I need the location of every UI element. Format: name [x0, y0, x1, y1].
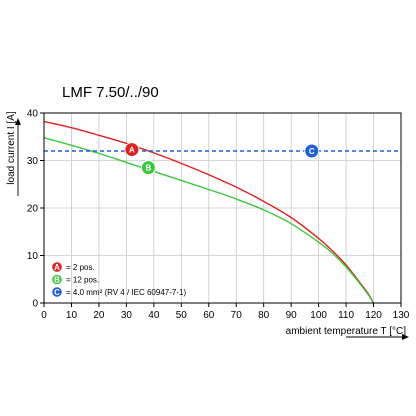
- x-axis-arrow: [346, 334, 409, 340]
- badge-c: C: [304, 143, 320, 159]
- x-tick-label: 70: [231, 310, 243, 321]
- y-tick-label: 30: [27, 156, 39, 167]
- legend-item: C = 4.0 mm² (RV 4 / IEC 60947-7-1): [51, 286, 186, 298]
- x-tick-label: 50: [176, 310, 188, 321]
- legend-badge-b-letter: B: [54, 275, 60, 284]
- series-line-a: [43, 120, 375, 304]
- curves: [43, 120, 401, 304]
- legend-badge-a-letter: A: [54, 263, 60, 272]
- badge-b: B: [140, 160, 156, 176]
- badge-a: A: [124, 142, 140, 158]
- badge-c-letter: C: [309, 147, 315, 156]
- x-tick-label: 40: [148, 310, 160, 321]
- badge-a-circle: [124, 142, 140, 158]
- chart-title: LMF 7.50/../90: [62, 84, 159, 101]
- curve-badges: A B C: [124, 142, 320, 176]
- x-tick-label: 10: [66, 310, 78, 321]
- legend-badge-c-letter: C: [54, 288, 60, 297]
- x-axis-label: ambient temperature T [°C]: [286, 326, 407, 337]
- x-tick-label: 20: [93, 310, 105, 321]
- legend-label: = 12 pos.: [66, 276, 99, 285]
- x-tick-label: 60: [203, 310, 215, 321]
- y-tick-label: 0: [32, 299, 38, 310]
- y-tick-label: 40: [27, 109, 39, 120]
- x-tick-label: 80: [258, 310, 270, 321]
- grid: [44, 113, 401, 303]
- legend-item: A = 2 pos.: [51, 261, 95, 273]
- legend-label: = 2 pos.: [66, 263, 95, 272]
- legend-badge-c-circle: [51, 286, 63, 298]
- badge-c-circle: [304, 143, 320, 159]
- y-axis-label: load current I [A]: [6, 111, 17, 185]
- legend-badge-a-circle: [51, 261, 63, 273]
- badge-a-letter: A: [129, 145, 135, 154]
- legend-badge-b: B: [51, 273, 63, 286]
- x-tick-label: 130: [393, 310, 410, 321]
- legend: A = 2 pos. B = 12 pos. C = 4.0 mm² (RV 4 / IE…: [51, 261, 186, 298]
- x-tick-label: 120: [365, 310, 382, 321]
- x-tick-label: 0: [41, 310, 47, 321]
- y-axis-ticks: 0 10 20 30 40: [27, 109, 44, 310]
- badge-b-circle: [140, 160, 156, 176]
- x-tick-label: 90: [286, 310, 298, 321]
- badge-b-letter: B: [145, 164, 151, 173]
- legend-label: = 4.0 mm² (RV 4 / IEC 60947-7-1): [66, 288, 186, 297]
- x-tick-label: 100: [310, 310, 327, 321]
- series-line-b: [43, 137, 375, 304]
- y-axis-arrow: [15, 118, 21, 196]
- y-tick-label: 10: [27, 251, 39, 262]
- legend-badge-a: A: [51, 261, 63, 273]
- legend-badge-b-circle: [51, 273, 63, 286]
- y-arrow-head: [15, 118, 21, 125]
- x-arrow-head: [402, 334, 409, 340]
- x-tick-label: 30: [121, 310, 133, 321]
- legend-badge-c: C: [51, 286, 63, 298]
- x-axis-ticks: 0 10 20 30 40 50 60 70 80 90 100 110 120 130: [41, 303, 410, 321]
- legend-item: B = 12 pos.: [51, 273, 99, 286]
- y-tick-label: 20: [27, 204, 39, 215]
- x-tick-label: 110: [338, 310, 354, 321]
